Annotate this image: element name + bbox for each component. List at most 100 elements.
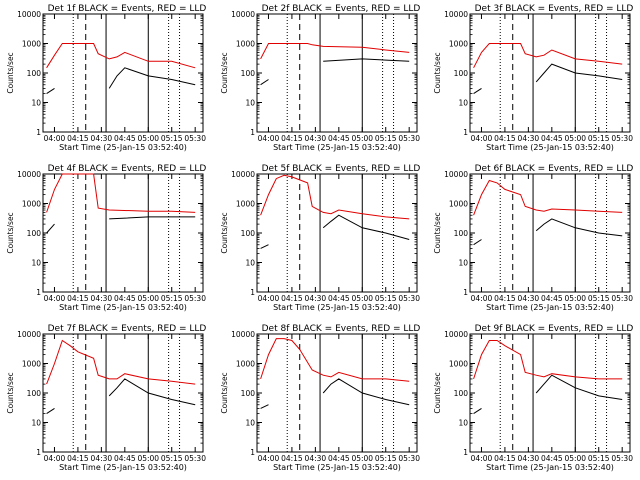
y-tick-label: 100 <box>454 389 469 398</box>
x-tick-label: 05:00 <box>351 134 373 143</box>
y-tick-label: 1 <box>250 448 255 457</box>
events-series-line <box>473 239 482 246</box>
y-tick-label: 10 <box>458 259 468 268</box>
x-tick-label: 04:15 <box>67 134 89 143</box>
x-tick-label: 05:15 <box>375 134 397 143</box>
y-tick-label: 100 <box>454 69 469 78</box>
x-tick-label: 04:30 <box>91 134 113 143</box>
detector-panel: Det 9f BLACK = Events, RED = LLD 1 10 100 10… <box>433 324 633 472</box>
y-axis-label: Counts/sec <box>433 372 442 413</box>
x-tick-label: 05:00 <box>137 294 159 303</box>
x-tick-label: 04:30 <box>518 134 540 143</box>
lld-series-line <box>46 339 196 385</box>
y-tick-label: 1 <box>463 128 468 137</box>
x-tick-label: 04:45 <box>541 454 563 463</box>
panel-title: Det 8f BLACK = Events, RED = LLD <box>262 324 421 334</box>
x-tick-label: 04:15 <box>67 294 89 303</box>
events-series-line <box>322 214 410 240</box>
panel-title: Det 1f BLACK = Events, RED = LLD <box>48 4 207 14</box>
x-tick-label: 04:30 <box>305 454 327 463</box>
y-tick-label: 10 <box>245 259 255 268</box>
plot-frame <box>469 173 631 293</box>
x-tick-label: 04:45 <box>328 454 350 463</box>
x-tick-label: 05:15 <box>588 294 610 303</box>
x-tick-label: 05:00 <box>137 134 159 143</box>
plot-frame <box>42 13 204 133</box>
y-axis-label: Counts/sec <box>220 372 229 413</box>
x-tick-label: 04:45 <box>114 294 136 303</box>
events-series-line <box>473 87 482 95</box>
x-tick-label: 05:30 <box>184 454 206 463</box>
x-tick-label: 04:15 <box>494 454 516 463</box>
detector-panel: Det 3f BLACK = Events, RED = LLD 1 10 100 10… <box>433 4 633 152</box>
x-tick-label: 04:15 <box>281 134 303 143</box>
lld-series-line <box>260 338 410 382</box>
y-tick-label: 1000 <box>22 200 41 209</box>
y-tick-label: 10 <box>245 99 255 108</box>
x-tick-label: 05:00 <box>564 134 586 143</box>
lld-series-line <box>260 174 410 220</box>
y-tick-label: 1000 <box>449 40 468 49</box>
panel-title: Det 9f BLACK = Events, RED = LLD <box>475 324 634 334</box>
y-tick-label: 1 <box>250 288 255 297</box>
x-tick-label: 04:30 <box>305 134 327 143</box>
lld-series-line <box>473 340 623 380</box>
x-tick-label: 04:45 <box>328 294 350 303</box>
x-axis-label: Start Time (25-Jan-15 03:52:40) <box>486 303 614 312</box>
y-tick-label: 10 <box>458 419 468 428</box>
y-tick-label: 100 <box>241 69 256 78</box>
x-tick-label: 04:00 <box>258 294 280 303</box>
x-tick-label: 04:45 <box>114 454 136 463</box>
y-tick-label: 10000 <box>231 170 255 179</box>
y-tick-label: 1000 <box>22 40 41 49</box>
y-tick-label: 1000 <box>236 200 255 209</box>
lld-series-line <box>473 43 623 69</box>
x-tick-label: 04:45 <box>541 134 563 143</box>
x-tick-label: 04:00 <box>471 294 493 303</box>
plot-frame <box>256 13 418 133</box>
plot-frame <box>469 333 631 453</box>
x-tick-label: 04:30 <box>518 454 540 463</box>
y-tick-label: 10000 <box>17 10 41 19</box>
x-axis-label: Start Time (25-Jan-15 03:52:40) <box>59 143 187 152</box>
y-tick-label: 10000 <box>231 330 255 339</box>
x-tick-label: 04:15 <box>281 294 303 303</box>
x-tick-label: 05:00 <box>564 294 586 303</box>
detector-panel: Det 4f BLACK = Events, RED = LLD 1 10 100 10… <box>6 164 206 312</box>
detector-panel: Det 2f BLACK = Events, RED = LLD 1 10 100 10… <box>220 4 420 152</box>
x-tick-label: 04:00 <box>471 134 493 143</box>
x-tick-label: 05:15 <box>161 454 183 463</box>
plot-frame <box>42 173 204 293</box>
y-tick-label: 1000 <box>449 360 468 369</box>
y-tick-label: 1 <box>463 448 468 457</box>
x-tick-label: 05:30 <box>398 454 420 463</box>
x-axis-label: Start Time (25-Jan-15 03:52:40) <box>273 463 401 472</box>
detector-panel: Det 5f BLACK = Events, RED = LLD 1 10 100 10… <box>220 164 420 312</box>
plot-frame <box>469 13 631 133</box>
x-tick-label: 05:15 <box>375 454 397 463</box>
y-tick-label: 1000 <box>236 40 255 49</box>
y-tick-label: 10 <box>31 419 41 428</box>
y-axis-label: Counts/sec <box>220 212 229 253</box>
y-tick-label: 10000 <box>444 10 468 19</box>
panel-title: Det 2f BLACK = Events, RED = LLD <box>262 4 421 14</box>
x-tick-label: 04:00 <box>471 454 493 463</box>
events-series-line <box>535 374 623 400</box>
y-tick-label: 10000 <box>231 10 255 19</box>
y-tick-label: 10000 <box>444 170 468 179</box>
plot-frame <box>42 333 204 453</box>
y-tick-label: 100 <box>241 389 256 398</box>
y-tick-label: 100 <box>27 69 42 78</box>
events-series-line <box>108 67 196 89</box>
y-axis-label: Counts/sec <box>6 52 15 93</box>
plot-frame <box>256 173 418 293</box>
x-axis-label: Start Time (25-Jan-15 03:52:40) <box>273 303 401 312</box>
y-axis-label: Counts/sec <box>433 52 442 93</box>
events-series-line <box>109 216 196 220</box>
x-tick-label: 05:15 <box>588 454 610 463</box>
y-tick-label: 10000 <box>17 170 41 179</box>
detector-panel: Det 7f BLACK = Events, RED = LLD 1 10 100 10… <box>6 324 206 472</box>
events-series-line <box>46 223 55 234</box>
events-series-line <box>322 378 410 406</box>
x-tick-label: 05:15 <box>588 134 610 143</box>
